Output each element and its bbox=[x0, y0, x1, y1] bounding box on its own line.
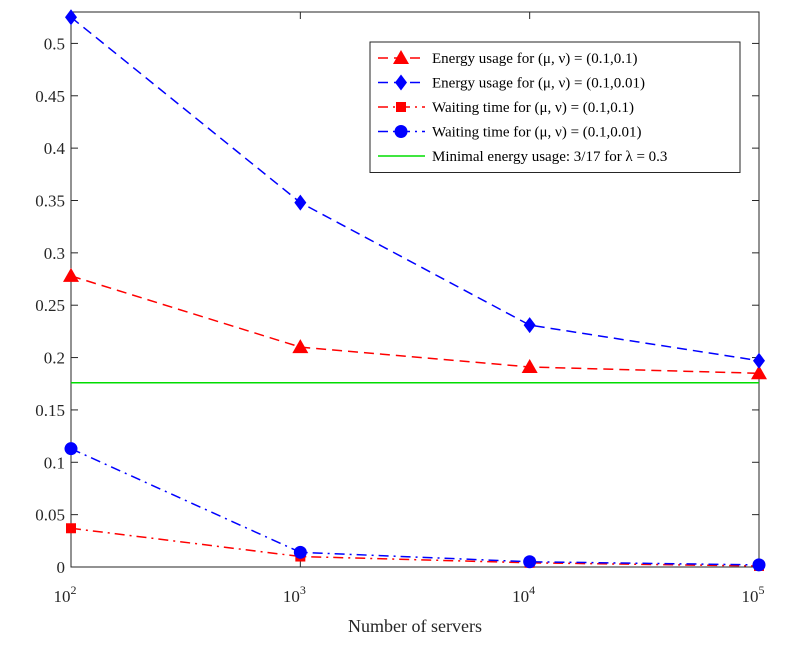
legend-marker bbox=[393, 50, 409, 64]
series-line bbox=[70, 275, 760, 375]
data-point bbox=[521, 358, 538, 373]
data-point bbox=[292, 339, 309, 354]
legend-marker bbox=[395, 74, 407, 91]
x-tick-exponent: 4 bbox=[529, 583, 535, 597]
x-tick-base: 10 bbox=[54, 587, 71, 606]
x-tick-exponent: 5 bbox=[759, 583, 765, 597]
y-tick-label: 0.05 bbox=[35, 506, 65, 525]
series-2 bbox=[65, 9, 765, 369]
y-tick-label: 0.5 bbox=[44, 34, 65, 53]
y-tick-label: 0.15 bbox=[35, 401, 65, 420]
y-tick-label: 0.35 bbox=[35, 191, 65, 210]
legend-marker bbox=[394, 125, 408, 138]
x-tick-exponent: 2 bbox=[71, 583, 77, 597]
legend: Energy usage for (μ, ν) = (0.1,0.1) Energ… bbox=[369, 41, 741, 173]
data-point bbox=[523, 317, 536, 334]
data-point bbox=[294, 194, 307, 211]
data-point bbox=[523, 555, 537, 569]
y-tick-label: 0.4 bbox=[44, 139, 66, 158]
series-layer bbox=[63, 9, 767, 572]
data-point bbox=[65, 9, 77, 26]
x-tick-label: 104 bbox=[512, 583, 535, 606]
legend-marker bbox=[396, 102, 406, 112]
legend-entry: Waiting time for (μ, ν) = (0.1,0.1) bbox=[378, 100, 634, 116]
x-tick-label: 105 bbox=[742, 583, 765, 606]
series-line bbox=[70, 16, 760, 362]
legend-label: Waiting time for (μ, ν) = (0.1,0.1) bbox=[432, 100, 634, 116]
plot-frame bbox=[70, 11, 760, 568]
y-tick-label: 0.45 bbox=[35, 87, 65, 106]
legend-label: Waiting time for (μ, ν) = (0.1,0.01) bbox=[432, 125, 642, 141]
legend-entry: Energy usage for (μ, ν) = (0.1,0.01) bbox=[378, 74, 645, 92]
y-tick-label: 0.1 bbox=[44, 453, 65, 472]
x-tick-exponent: 3 bbox=[300, 583, 306, 597]
x-tick-base: 10 bbox=[283, 587, 300, 606]
data-point bbox=[751, 365, 767, 380]
data-point bbox=[63, 267, 79, 282]
data-point bbox=[752, 558, 766, 572]
series-line bbox=[70, 527, 760, 567]
legend-label: Energy usage for (μ, ν) = (0.1,0.01) bbox=[432, 76, 645, 92]
y-tick-label: 0 bbox=[57, 558, 66, 577]
data-point bbox=[293, 545, 307, 559]
x-tick-base: 10 bbox=[742, 587, 759, 606]
y-tick-label: 0.3 bbox=[44, 244, 65, 263]
legend-entry: Minimal energy usage: 3/17 for λ = 0.3 bbox=[378, 149, 667, 165]
series-4 bbox=[64, 442, 766, 572]
x-tick-label: 102 bbox=[54, 583, 77, 606]
series-1 bbox=[63, 267, 767, 380]
x-tick-base: 10 bbox=[512, 587, 529, 606]
x-axis-title: Number of servers bbox=[348, 616, 482, 636]
legend-entry: Energy usage for (μ, ν) = (0.1,0.1) bbox=[378, 50, 637, 67]
legend-label: Energy usage for (μ, ν) = (0.1,0.1) bbox=[432, 51, 637, 67]
legend-entry: Waiting time for (μ, ν) = (0.1,0.01) bbox=[378, 125, 642, 141]
legend-label: Minimal energy usage: 3/17 for λ = 0.3 bbox=[432, 149, 667, 165]
data-point bbox=[66, 523, 76, 534]
y-tick-label: 0.2 bbox=[44, 349, 65, 368]
x-tick-label: 103 bbox=[283, 583, 306, 606]
legend-box bbox=[369, 41, 741, 173]
data-point bbox=[753, 352, 765, 369]
y-tick-label: 0.25 bbox=[35, 296, 65, 315]
series-line bbox=[70, 447, 760, 566]
data-point bbox=[64, 442, 78, 456]
